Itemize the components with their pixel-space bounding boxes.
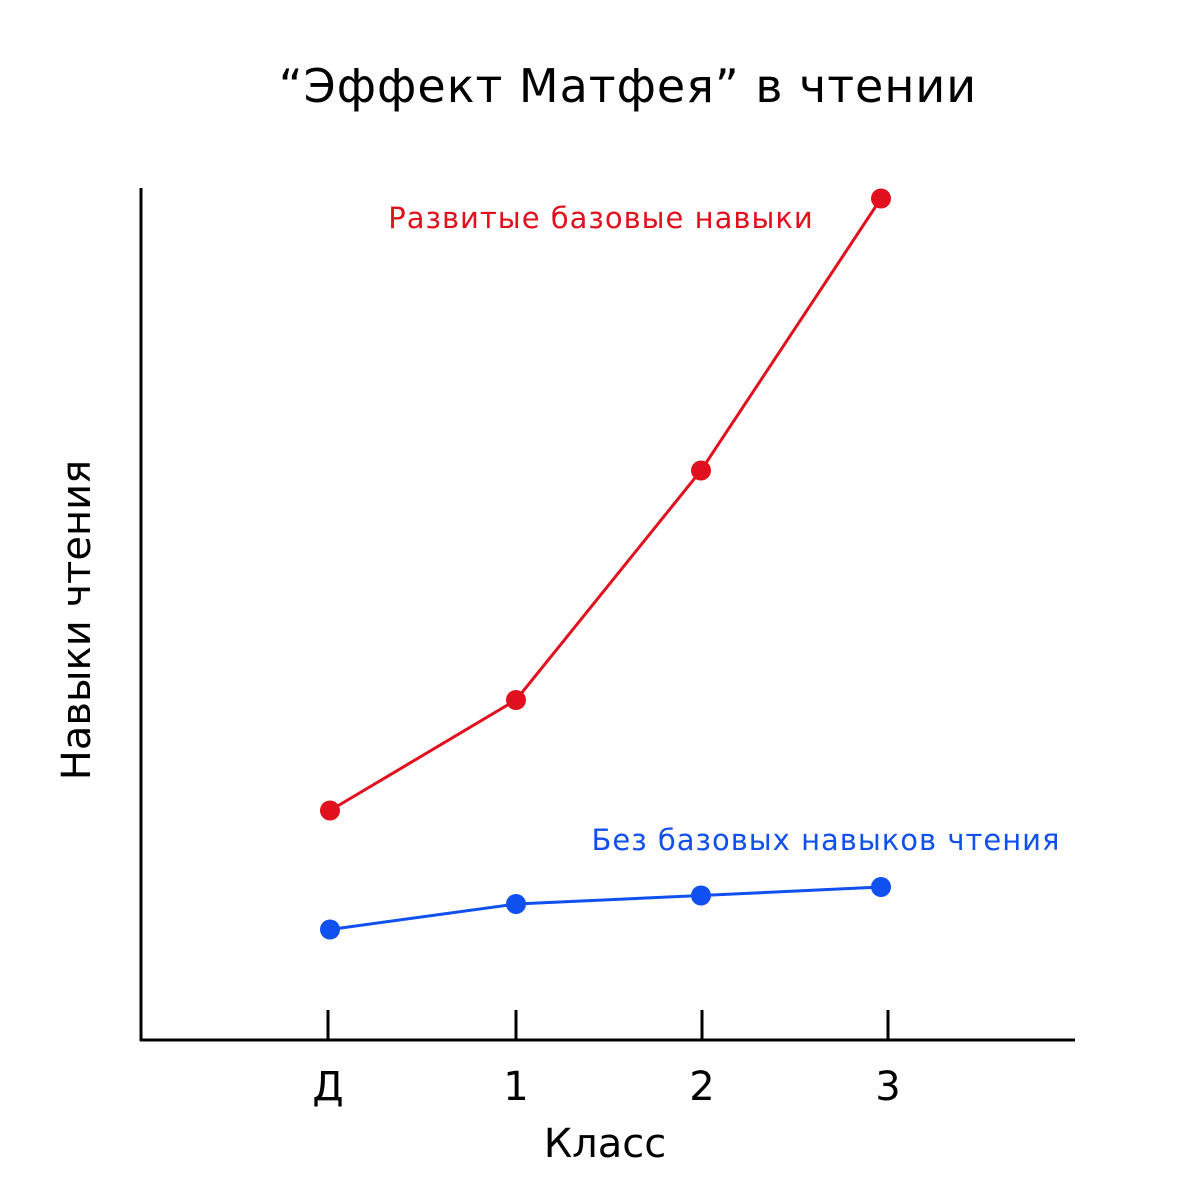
data-point <box>320 919 340 940</box>
chart-title: “Эффект Матфея” в чтении <box>279 59 977 113</box>
data-point <box>506 690 526 710</box>
data-point <box>691 460 711 481</box>
x-tick-label: 1 <box>503 1064 528 1110</box>
y-axis-label: Навыки чтения <box>54 460 100 780</box>
x-axis-label: Класс <box>544 1121 666 1167</box>
x-tick-label: 3 <box>875 1064 900 1110</box>
data-point <box>871 188 891 209</box>
x-tick-label: 2 <box>689 1064 714 1110</box>
data-point <box>320 800 340 821</box>
x-tick-labels: Д 1 2 3 <box>312 1064 900 1110</box>
series-line-1 <box>329 885 882 931</box>
series-line-0 <box>329 197 883 812</box>
x-ticks <box>326 1010 890 1041</box>
data-point <box>506 894 526 914</box>
data-point <box>871 877 891 897</box>
x-tick-label: Д <box>312 1064 343 1110</box>
series-label-developed: Развитые базовые навыки <box>388 201 813 235</box>
series-label-without: Без базовых навыков чтения <box>592 823 1061 857</box>
data-point <box>691 885 711 906</box>
series-layer <box>320 188 891 940</box>
